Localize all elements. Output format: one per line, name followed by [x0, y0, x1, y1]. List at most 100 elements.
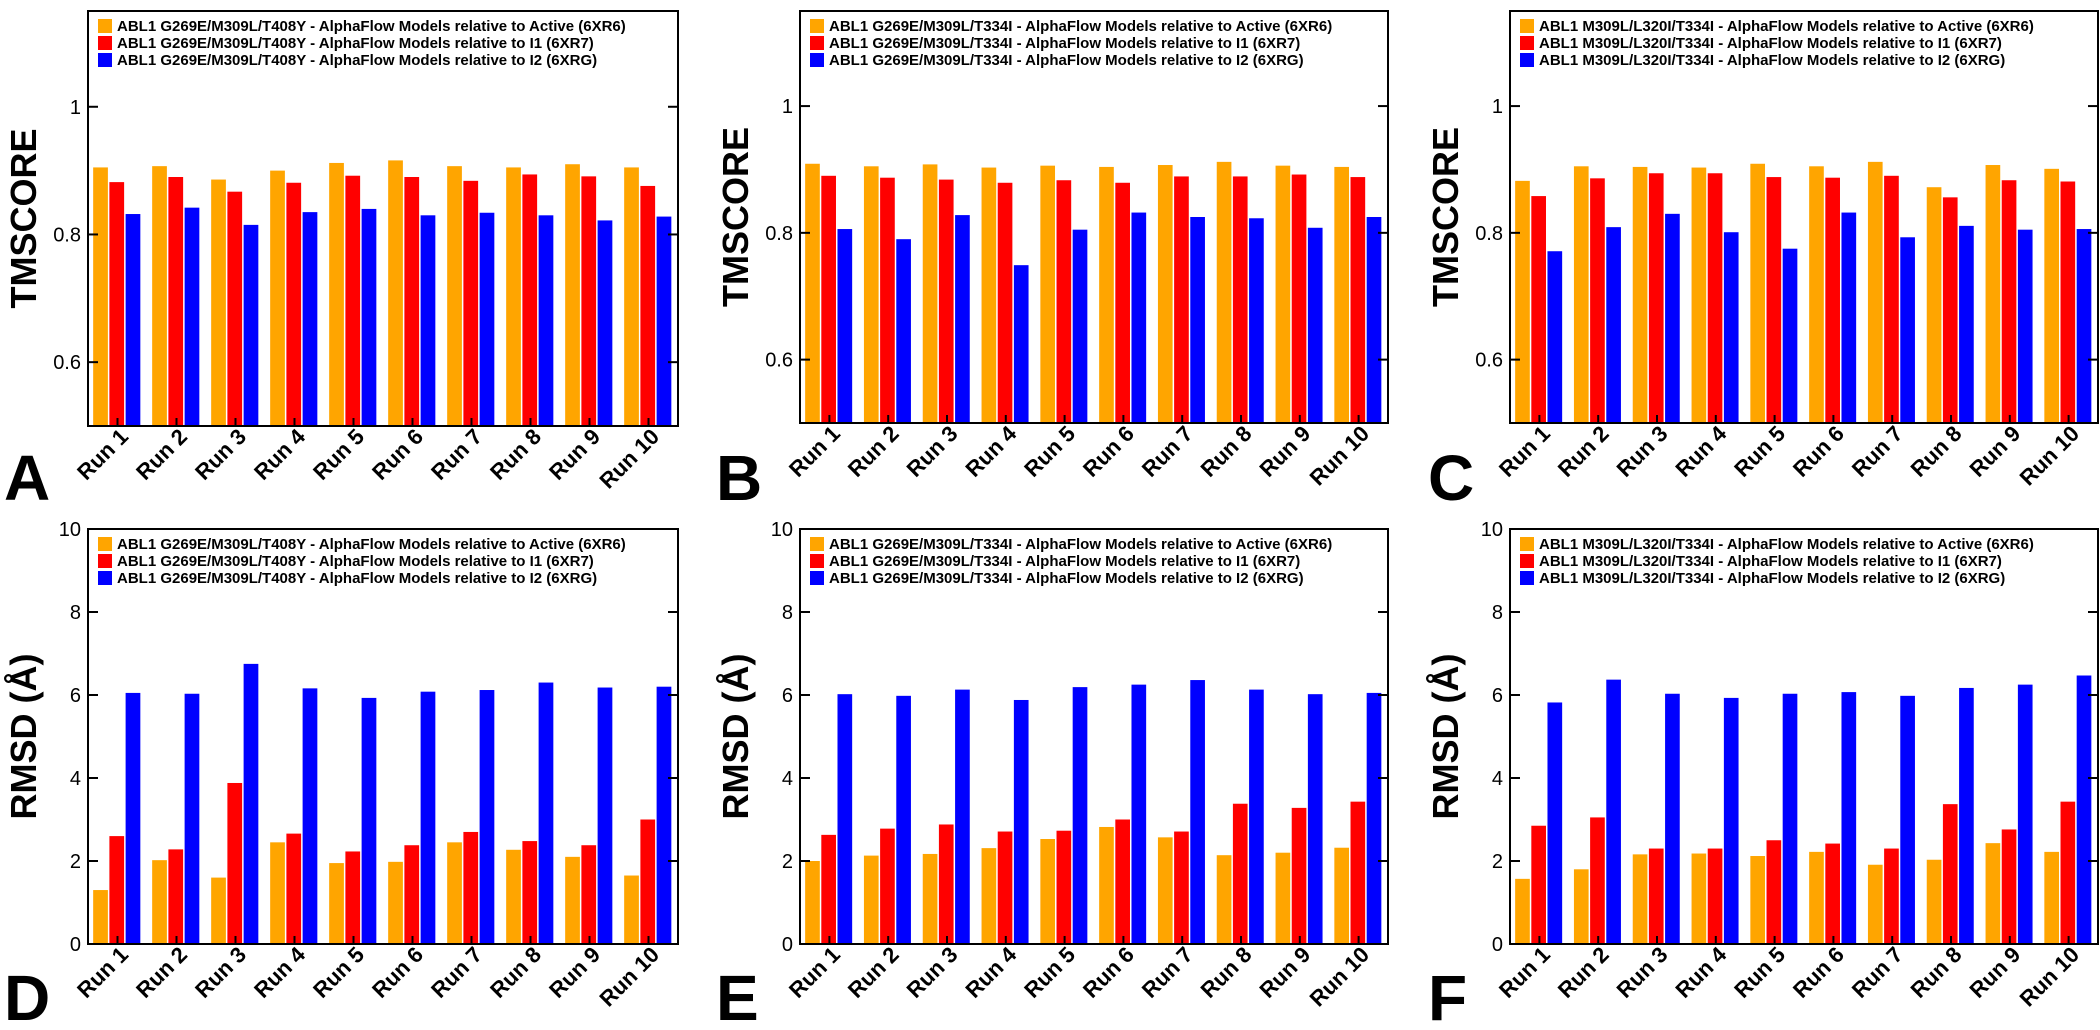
- bar-active-run-4: [270, 842, 285, 944]
- legend-swatch-i1: [810, 36, 824, 50]
- bar-active-run-8: [1926, 859, 1942, 944]
- panel-letter: D: [4, 962, 50, 1030]
- legend-entry-active: ABL1 G269E/M309L/T408Y - AlphaFlow Model…: [117, 536, 626, 553]
- bar-i2-run-3: [243, 224, 259, 426]
- bar-active-run-2: [152, 860, 167, 944]
- y-tick-label: 4: [70, 768, 81, 790]
- x-tick-label-run-5: Run 5: [1019, 421, 1080, 482]
- bar-i2-run-3: [955, 215, 970, 423]
- x-tick-label-run-2: Run 2: [131, 942, 192, 1003]
- legend-swatch-active: [810, 537, 824, 551]
- y-axis-title: TMSCORE: [3, 129, 44, 309]
- y-tick-label: 4: [782, 768, 793, 790]
- bar-active-run-6: [1809, 166, 1824, 424]
- bar-i1-run-7: [1884, 175, 1899, 423]
- bar-i2-run-8: [1249, 218, 1264, 423]
- bar-i2-run-7: [1900, 237, 1915, 423]
- bar-active-run-1: [93, 890, 108, 944]
- y-tick-label: 0.6: [765, 350, 793, 372]
- bar-active-run-9: [565, 856, 580, 944]
- bar-i2-run-5: [1782, 693, 1798, 944]
- y-tick-label: 1: [70, 97, 81, 119]
- bar-i1-run-4: [286, 833, 302, 944]
- x-tick-label-run-8: Run 8: [1196, 421, 1257, 482]
- plot-frame: [87, 10, 679, 427]
- bar-i1-run-8: [1232, 803, 1248, 944]
- bar-group: [93, 160, 672, 427]
- legend: ABL1 G269E/M309L/T334I - AlphaFlow Model…: [810, 536, 1332, 587]
- bar-i1-run-5: [1766, 177, 1782, 423]
- legend-entry-i1: ABL1 G269E/M309L/T408Y - AlphaFlow Model…: [117, 553, 594, 570]
- bar-i1-run-9: [581, 845, 597, 944]
- legend-entry-active: ABL1 G269E/M309L/T334I - AlphaFlow Model…: [829, 18, 1332, 35]
- bar-i2-run-7: [479, 690, 495, 944]
- bar-i1-run-1: [821, 175, 836, 423]
- bar-i2-run-10: [2076, 675, 2092, 944]
- panel-letter: E: [716, 962, 759, 1030]
- plot-frame: [799, 10, 1389, 424]
- bar-i2-run-2: [896, 239, 911, 423]
- bar-i2-run-4: [1723, 697, 1739, 944]
- bar-i1-run-2: [880, 177, 895, 423]
- bar-group: [1515, 675, 2092, 945]
- legend-entry-active: ABL1 G269E/M309L/T408Y - AlphaFlow Model…: [117, 18, 626, 35]
- bar-active-run-9: [1275, 165, 1291, 423]
- legend: ABL1 M309L/L320I/T334I - AlphaFlow Model…: [1520, 18, 2034, 69]
- bar-group: [1515, 161, 2092, 424]
- bar-i1-run-7: [1884, 848, 1899, 944]
- bar-active-run-3: [1632, 166, 1648, 423]
- y-tick-label: 6: [782, 685, 793, 707]
- bar-i1-run-5: [1056, 830, 1072, 944]
- y-tick-label: 6: [70, 685, 81, 707]
- bar-active-run-4: [1691, 167, 1707, 423]
- bar-i1-run-10: [640, 819, 656, 944]
- bar-i2-run-8: [1249, 689, 1264, 944]
- bar-i1-run-10: [2060, 181, 2076, 423]
- bar-i2-run-1: [1547, 251, 1563, 423]
- x-tick-label-run-7: Run 7: [426, 424, 487, 485]
- bar-i1-run-8: [522, 841, 538, 944]
- x-tick-label-run-3: Run 3: [1612, 421, 1673, 482]
- bar-i1-run-10: [1350, 177, 1366, 423]
- bar-i2-run-10: [656, 216, 672, 426]
- y-tick-label: 1: [782, 96, 793, 118]
- bar-i2-run-2: [1606, 227, 1621, 423]
- bar-active-run-7: [1867, 864, 1883, 944]
- legend-entry-i1: ABL1 G269E/M309L/T334I - AlphaFlow Model…: [829, 553, 1300, 570]
- x-tick-label-run-6: Run 6: [1078, 421, 1139, 482]
- legend: ABL1 G269E/M309L/T408Y - AlphaFlow Model…: [98, 18, 626, 69]
- bar-i1-run-6: [1825, 843, 1840, 944]
- bar-i2-run-9: [1307, 694, 1323, 944]
- bar-i1-run-9: [1291, 807, 1307, 944]
- bar-active-run-5: [1750, 163, 1766, 423]
- bar-i1-run-6: [404, 845, 420, 944]
- x-tick-label-run-10: Run 10: [594, 424, 664, 494]
- x-tick-label-run-5: Run 5: [1729, 421, 1790, 482]
- plot-frame: [1509, 528, 2099, 945]
- panel-letter: C: [1428, 442, 1474, 514]
- legend-swatch-active: [98, 537, 112, 551]
- bar-i1-run-8: [1942, 197, 1958, 423]
- bar-i1-run-3: [227, 191, 243, 426]
- x-tick-label-run-6: Run 6: [367, 424, 428, 485]
- bar-active-run-9: [565, 164, 580, 427]
- bar-active-run-10: [624, 167, 639, 427]
- bar-i1-run-7: [1174, 831, 1189, 944]
- bar-i1-run-2: [168, 177, 184, 426]
- x-tick-label-run-1: Run 1: [72, 942, 133, 1003]
- bar-i1-run-2: [1590, 817, 1605, 944]
- bar-active-run-7: [447, 842, 462, 944]
- bar-i1-run-9: [581, 176, 597, 426]
- bar-active-run-3: [211, 877, 226, 944]
- bar-active-run-5: [1040, 165, 1056, 423]
- x-tick-label-run-5: Run 5: [1729, 942, 1790, 1003]
- bar-active-run-8: [506, 849, 521, 944]
- bar-i2-run-10: [656, 686, 672, 944]
- bar-i1-run-9: [1291, 174, 1307, 423]
- legend-swatch-i1: [1520, 36, 1534, 50]
- x-tick-label-run-4: Run 4: [1670, 420, 1731, 481]
- bar-active-run-10: [1334, 166, 1350, 423]
- bar-i2-run-10: [1366, 217, 1382, 423]
- x-tick-label-run-7: Run 7: [1137, 942, 1198, 1003]
